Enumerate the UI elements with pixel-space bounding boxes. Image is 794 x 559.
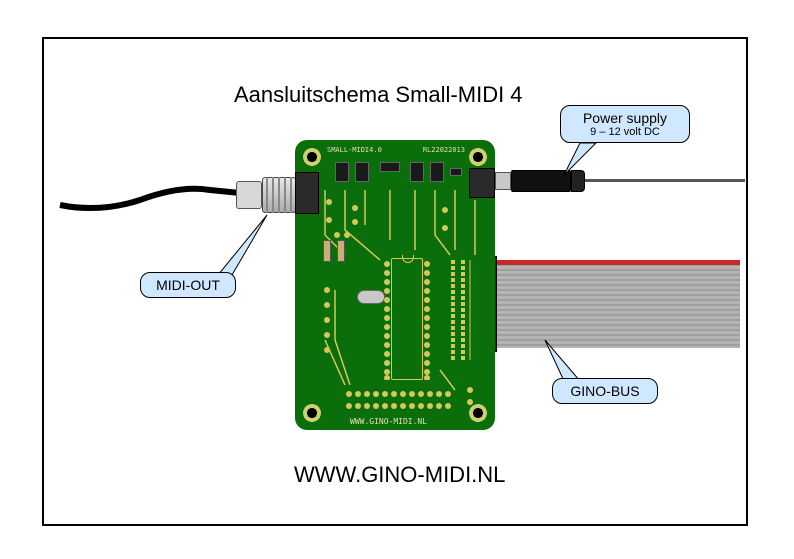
diagram-url: WWW.GINO-MIDI.NL <box>294 462 505 488</box>
pcb-board: SMALL-MIDI4.0 RL22022013 WWW.GINO-MIDI.N… <box>295 140 495 430</box>
callout-ginobus-label: GINO-BUS <box>570 383 639 399</box>
callout-midi-label: MIDI-OUT <box>156 277 220 293</box>
power-wire <box>585 179 745 182</box>
callout-power-line2: 9 – 12 volt DC <box>569 126 681 138</box>
ribbon-stripes <box>495 260 740 348</box>
callout-ginobus: GINO-BUS <box>552 378 658 404</box>
callout-power: Power supply 9 – 12 volt DC <box>560 105 690 143</box>
callout-midi-out: MIDI-OUT <box>140 272 236 298</box>
callout-power-line1: Power supply <box>569 110 681 126</box>
diagram-title: Aansluitschema Small-MIDI 4 <box>234 82 523 108</box>
